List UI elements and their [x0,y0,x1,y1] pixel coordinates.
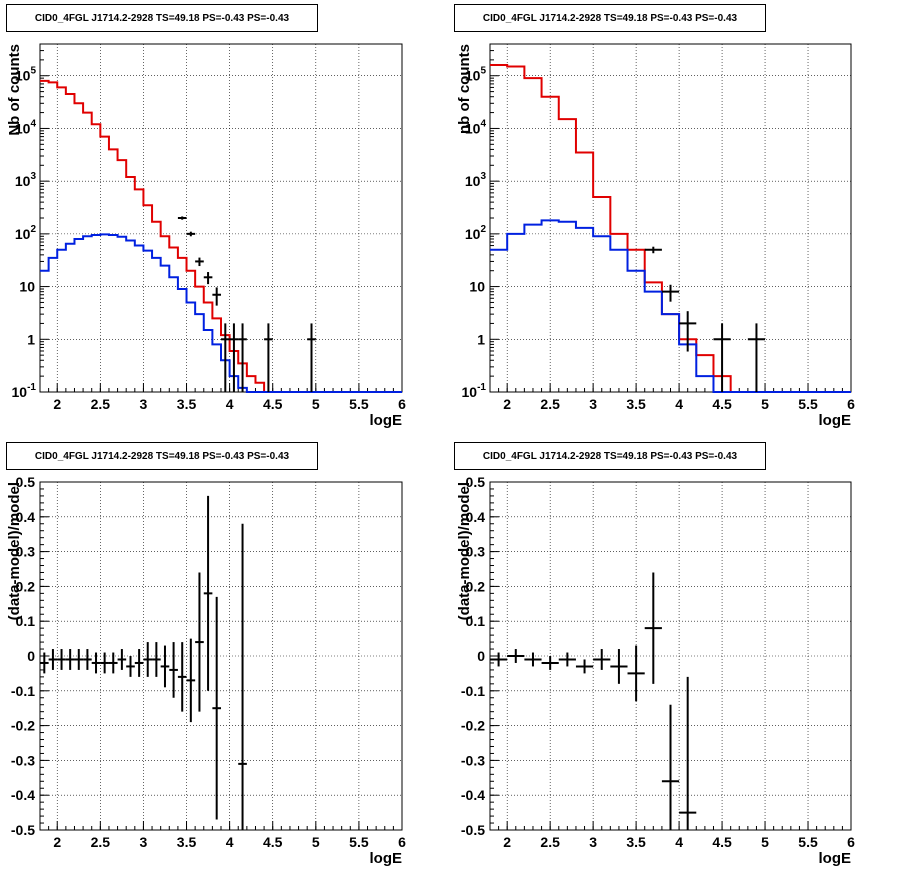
x-tick-label: 2.5 [91,834,111,850]
y-axis-label: Nb of counts [6,44,23,136]
model-source-histogram [40,233,402,393]
x-tick-label: 5 [761,834,769,850]
y-tick-label: -0.1 [461,683,485,699]
y-tick-label: -0.5 [461,822,485,838]
y-tick-label: 0 [27,648,35,664]
x-tick-label: 3.5 [626,396,646,412]
y-tick-label: 103 [15,171,37,189]
y-tick-label: -0.2 [461,718,485,734]
x-tick-label: 6 [398,396,406,412]
x-tick-label: 3.5 [626,834,646,850]
y-tick-label: 104 [15,118,37,136]
model-source-histogram [490,219,851,393]
panel-title: CID0_4FGL J1714.2-2928 TS=49.18 PS=-0.43… [6,4,318,32]
y-tick-label: 0.1 [466,613,486,629]
x-tick-label: 2.5 [91,396,111,412]
x-tick-label: 5.5 [798,834,818,850]
y-axis-label: (data-model)/model [456,482,473,620]
y-tick-label: 0.3 [16,544,36,560]
x-tick-label: 5 [761,396,769,412]
panel-title: CID0_4FGL J1714.2-2928 TS=49.18 PS=-0.43… [454,4,766,32]
y-tick-label: 105 [465,66,487,84]
x-axis-label: logE [370,412,403,429]
x-tick-label: 3 [140,834,148,850]
y-tick-label: 102 [465,224,487,242]
y-tick-label: 0.2 [466,578,486,594]
y-tick-label: 10 [469,279,485,295]
x-tick-label: 5.5 [798,396,818,412]
x-axis-label: logE [819,412,852,429]
x-tick-label: 2 [503,396,511,412]
y-tick-label: 1 [27,331,35,347]
x-tick-label: 2 [53,396,61,412]
x-tick-label: 3 [589,834,597,850]
y-tick-label: 10-1 [12,382,37,400]
x-tick-label: 3.5 [177,396,197,412]
x-axis-label: logE [370,850,403,867]
x-tick-label: 5.5 [349,396,369,412]
y-tick-label: 0.3 [466,544,486,560]
x-tick-label: 3 [589,396,597,412]
panel-title: CID0_4FGL J1714.2-2928 TS=49.18 PS=-0.43… [454,442,766,470]
x-tick-label: 6 [847,834,855,850]
y-tick-label: -0.4 [11,787,35,803]
y-tick-label: -0.3 [461,752,485,768]
x-tick-label: 4 [226,834,234,850]
x-tick-label: 6 [398,834,406,850]
y-tick-label: 0.4 [466,509,486,525]
y-tick-label: -0.5 [11,822,35,838]
x-axis-label: logE [819,850,852,867]
y-tick-label: 1 [477,331,485,347]
y-tick-label: 0.4 [16,509,36,525]
x-tick-label: 3.5 [177,834,197,850]
x-tick-label: 5.5 [349,834,369,850]
y-tick-label: 0.1 [16,613,36,629]
x-tick-label: 4 [226,396,234,412]
panel-title: CID0_4FGL J1714.2-2928 TS=49.18 PS=-0.43… [6,442,318,470]
y-tick-label: 10-1 [462,382,487,400]
x-tick-label: 3 [140,396,148,412]
y-tick-label: -0.3 [11,752,35,768]
x-tick-label: 4.5 [263,396,283,412]
x-tick-label: 5 [312,834,320,850]
x-tick-label: 4 [675,834,683,850]
y-tick-label: 10 [19,279,35,295]
y-tick-label: 0.2 [16,578,36,594]
y-tick-label: 0.5 [466,474,486,490]
y-axis-label: nb of counts [456,44,473,134]
x-tick-label: 4.5 [263,834,283,850]
y-tick-label: 104 [465,118,487,136]
y-tick-label: 105 [15,66,37,84]
x-tick-label: 2 [53,834,61,850]
x-tick-label: 2.5 [540,834,560,850]
x-tick-label: 4 [675,396,683,412]
x-tick-label: 4.5 [712,396,732,412]
y-tick-label: 103 [465,171,487,189]
x-tick-label: 4.5 [712,834,732,850]
y-tick-label: 102 [15,224,37,242]
y-tick-label: 0.5 [16,474,36,490]
x-tick-label: 2 [503,834,511,850]
y-tick-label: -0.4 [461,787,485,803]
x-tick-label: 5 [312,396,320,412]
y-tick-label: -0.2 [11,718,35,734]
x-tick-label: 2.5 [540,396,560,412]
y-tick-label: -0.1 [11,683,35,699]
y-axis-label: (data-model)/model [6,482,23,620]
y-tick-label: 0 [477,648,485,664]
x-tick-label: 6 [847,396,855,412]
